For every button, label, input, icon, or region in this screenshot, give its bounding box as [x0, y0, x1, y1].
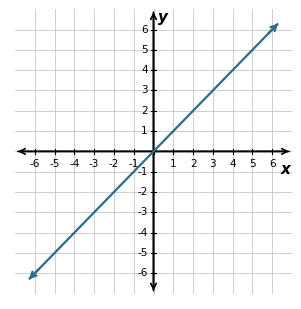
Text: 1: 1	[170, 159, 177, 168]
Text: -1: -1	[137, 167, 147, 177]
Text: -2: -2	[109, 159, 119, 168]
Text: 6: 6	[269, 159, 275, 168]
Text: -3: -3	[89, 159, 99, 168]
Text: -3: -3	[137, 207, 147, 217]
Text: 4: 4	[141, 65, 147, 75]
Text: -4: -4	[137, 228, 147, 238]
Text: 3: 3	[141, 86, 147, 95]
Text: 6: 6	[141, 25, 147, 35]
Text: 2: 2	[141, 106, 147, 116]
Text: -2: -2	[137, 187, 147, 197]
Text: -6: -6	[137, 268, 147, 278]
Text: 5: 5	[249, 159, 256, 168]
Text: -6: -6	[29, 159, 40, 168]
Text: y: y	[158, 10, 169, 25]
Text: x: x	[281, 162, 291, 176]
Text: -5: -5	[137, 248, 147, 258]
Text: 1: 1	[141, 126, 147, 136]
Text: -5: -5	[49, 159, 60, 168]
Text: 4: 4	[229, 159, 236, 168]
Text: -4: -4	[69, 159, 79, 168]
Text: -1: -1	[129, 159, 139, 168]
Text: 2: 2	[190, 159, 196, 168]
Text: 3: 3	[209, 159, 216, 168]
Text: 5: 5	[141, 45, 147, 55]
